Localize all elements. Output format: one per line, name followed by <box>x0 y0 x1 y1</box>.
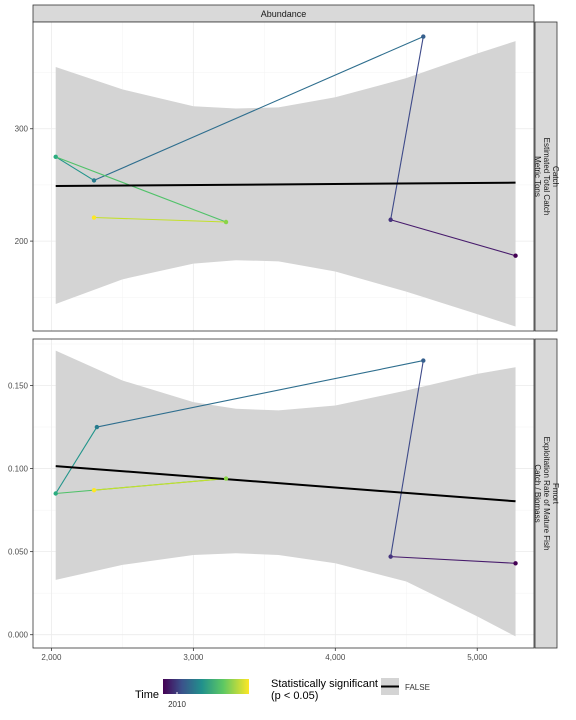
trajectory-segment <box>93 36 424 181</box>
trajectory-segment <box>55 156 227 223</box>
trajectory-segment <box>390 219 516 257</box>
facet-strip <box>534 21 558 332</box>
trajectory-segment <box>390 556 516 564</box>
time-colorbar-tick-label: 2010 <box>168 700 186 709</box>
trajectory-segment <box>390 360 424 557</box>
y-tick-label: 300 <box>15 125 29 134</box>
facet-strip <box>534 338 558 649</box>
x-tick-label: 4,000 <box>325 653 346 662</box>
x-tick-label: 2,000 <box>41 653 62 662</box>
x-tick-label: 3,000 <box>183 653 204 662</box>
facet-strip-label: Metric Tons <box>533 156 542 197</box>
time-colorbar <box>163 679 249 694</box>
x-axis: 2,000 3,000 4,000 5,000 <box>41 648 488 662</box>
trajectory-segment <box>390 36 424 220</box>
data-point <box>421 358 426 363</box>
trajectory-segment <box>96 360 424 428</box>
panel-border <box>32 21 535 332</box>
data-point <box>53 491 58 496</box>
legend: Time 2010 Statistically significant (p <… <box>135 678 430 709</box>
y-tick-label: 0.150 <box>8 382 29 391</box>
facet-strip-label: Catch / Biomass <box>533 464 542 522</box>
data-point <box>223 476 229 481</box>
y-tick-label: 200 <box>15 237 29 246</box>
data-point <box>223 219 229 225</box>
y-tick-label: 0.100 <box>8 465 29 474</box>
data-point <box>513 561 518 566</box>
facet-strip-label: Catch <box>551 166 560 187</box>
trajectory-segment <box>94 216 227 223</box>
facet-strip-label: Estimated Total Catch <box>542 138 551 216</box>
legend-sig-entry: FALSE <box>405 683 430 692</box>
facet-strip-label: Exploitation Rate of Mature Fish <box>542 437 551 551</box>
trend-line <box>55 465 516 503</box>
data-point <box>91 487 97 493</box>
trajectory-segment <box>93 478 227 491</box>
legend-time-title: Time <box>135 689 159 701</box>
trajectory-segment <box>55 156 95 181</box>
y-tick-label: 0.000 <box>8 631 29 640</box>
confidence-ribbon <box>55 350 516 637</box>
data-point <box>513 253 518 258</box>
trend-line <box>55 181 516 188</box>
data-point <box>53 154 58 160</box>
data-point <box>91 215 97 220</box>
top-strip-label: Abundance <box>261 9 307 19</box>
data-point <box>94 424 100 430</box>
legend-sig-title-1: Statistically significant <box>271 678 378 690</box>
legend-sig-title-2: (p < 0.05) <box>271 690 318 702</box>
trajectory-segment <box>55 426 98 494</box>
y-tick-label: 0.050 <box>8 548 29 557</box>
panel-border <box>32 338 535 649</box>
data-point <box>388 217 393 222</box>
data-point <box>388 554 393 559</box>
facet-strip-label: Fmort <box>551 483 560 505</box>
data-point <box>91 178 97 183</box>
x-tick-label: 5,000 <box>467 653 488 662</box>
data-point <box>421 34 426 39</box>
